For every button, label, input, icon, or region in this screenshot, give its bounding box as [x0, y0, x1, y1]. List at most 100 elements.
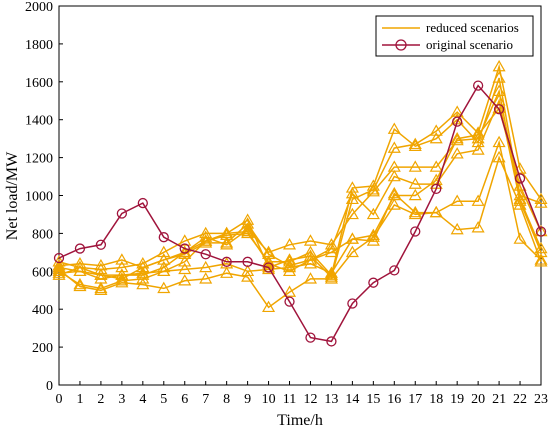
data-point: [450, 147, 464, 159]
series-line: [58, 98, 542, 276]
x-tick-label: 23: [534, 392, 548, 407]
data-point: [326, 336, 337, 347]
x-tick-label: 20: [471, 392, 485, 407]
data-point: [95, 239, 107, 250]
x-tick-label: 1: [76, 392, 83, 407]
data-point: [73, 279, 87, 292]
x-tick-label: 11: [283, 392, 296, 407]
y-tick-label: 400: [32, 303, 53, 318]
data-point: [94, 283, 108, 295]
legend-marker-original: [395, 39, 407, 51]
data-point: [137, 197, 148, 209]
x-tick-label: 10: [262, 392, 276, 407]
x-tick-label: 22: [513, 392, 527, 407]
data-point: [535, 226, 547, 237]
data-point: [220, 238, 234, 250]
y-axis-title: Net load/MW: [4, 151, 21, 240]
data-point: [450, 131, 464, 144]
y-tick-label: 0: [46, 379, 53, 394]
data-point: [366, 228, 380, 241]
data-point: [408, 207, 422, 220]
data-point: [241, 224, 255, 237]
data-point: [387, 169, 401, 182]
y-tick-label: 1600: [25, 76, 53, 91]
data-point: [178, 262, 192, 275]
data-point: [242, 256, 253, 267]
data-point: [493, 104, 505, 115]
data-point: [136, 277, 150, 290]
data-point: [387, 198, 401, 210]
data-point: [199, 234, 213, 246]
data-point: [513, 198, 527, 210]
data-point: [387, 141, 401, 153]
y-axis: 0 200 400 600 800 1000 1200 1400 1600 1800 2000: [25, 0, 63, 394]
data-point: [366, 207, 380, 220]
data-point: [431, 183, 442, 195]
y-tick-label: 1200: [25, 152, 53, 167]
data-point: [410, 226, 421, 237]
data-point: [534, 196, 548, 208]
data-point: [73, 264, 87, 277]
data-point: [94, 258, 108, 271]
data-point: [450, 222, 464, 235]
data-point: [241, 217, 255, 229]
data-point: [366, 185, 380, 197]
data-point: [282, 258, 297, 271]
x-tick-label: 8: [223, 392, 230, 407]
data-point: [347, 298, 358, 309]
data-point: [471, 143, 485, 155]
data-point: [408, 205, 422, 218]
data-point: [429, 205, 443, 218]
data-point: [199, 236, 213, 248]
series-line: [58, 106, 542, 269]
data-point: [241, 264, 255, 277]
data-point: [282, 253, 297, 265]
data-point: [305, 332, 316, 343]
data-point: [366, 234, 380, 246]
x-tick-label: 4: [139, 392, 146, 407]
data-point: [303, 245, 318, 258]
data-point: [324, 245, 338, 258]
data-point: [514, 173, 526, 184]
data-point: [282, 260, 297, 273]
data-point: [157, 264, 171, 277]
data-point: [199, 230, 213, 242]
data-point: [178, 234, 192, 246]
data-point: [303, 257, 318, 269]
data-point: [366, 179, 380, 191]
data-point: [492, 135, 506, 148]
data-point: [282, 238, 297, 250]
data-point: [262, 245, 276, 258]
data-point: [303, 253, 318, 265]
data-point: [94, 262, 108, 275]
data-point: [136, 272, 150, 284]
data-point: [472, 80, 484, 91]
data-point: [492, 101, 506, 114]
data-point: [387, 188, 401, 201]
y-tick-label: 1400: [25, 114, 53, 129]
data-point: [157, 281, 171, 294]
data-point: [178, 255, 192, 267]
data-point: [262, 255, 276, 267]
x-tick-label: 21: [492, 392, 506, 407]
x-axis-title: Time/h: [277, 412, 323, 429]
data-point: [429, 131, 443, 144]
data-point: [115, 275, 129, 288]
x-tick-label: 16: [387, 392, 401, 407]
data-point: [492, 71, 506, 83]
data-point: [408, 139, 422, 151]
data-point: [53, 252, 65, 264]
data-point: [345, 207, 359, 220]
series-line: [58, 88, 542, 280]
data-point: [179, 243, 190, 254]
data-point: [263, 262, 274, 273]
plot-area-frame: [58, 5, 542, 386]
data-point: [368, 277, 379, 288]
data-point: [389, 265, 400, 276]
x-axis: 0 1 2 3 4 5 6 7 8 9 10 11 12 13 14 15 16 17 18 19 20 21 22 23: [56, 381, 548, 407]
x-tick-label: 5: [160, 392, 167, 407]
data-point: [534, 192, 548, 205]
data-point: [94, 272, 108, 284]
y-tick-label: 200: [32, 341, 53, 356]
